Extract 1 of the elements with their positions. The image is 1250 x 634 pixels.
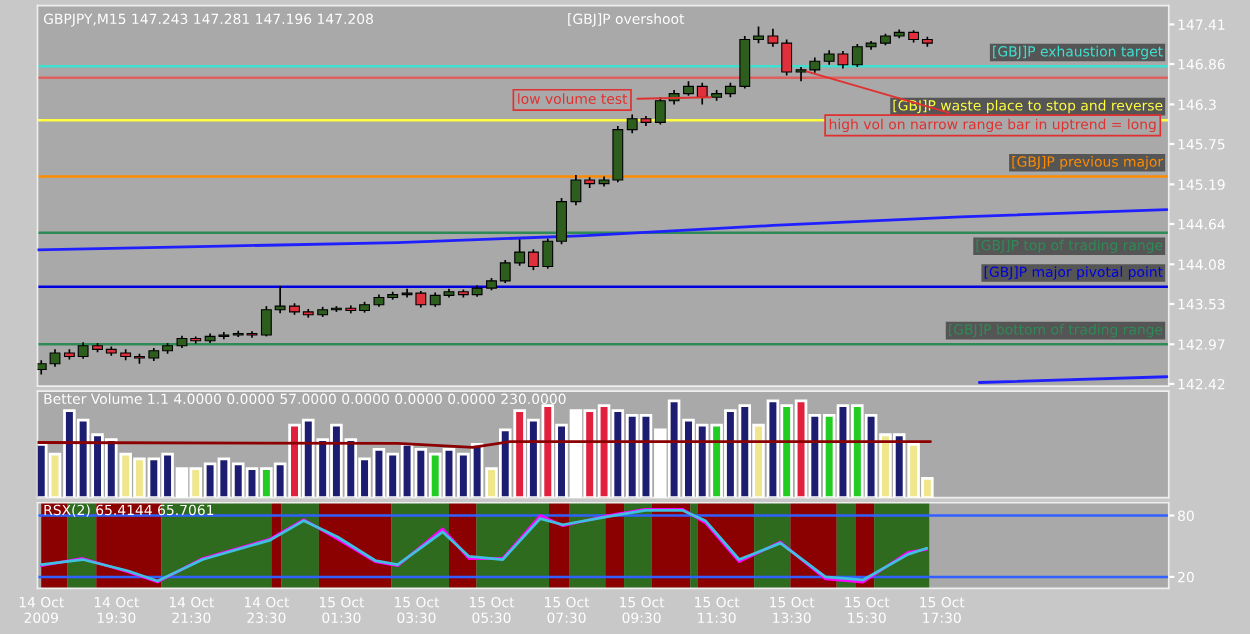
line-series bbox=[37, 208, 1169, 252]
